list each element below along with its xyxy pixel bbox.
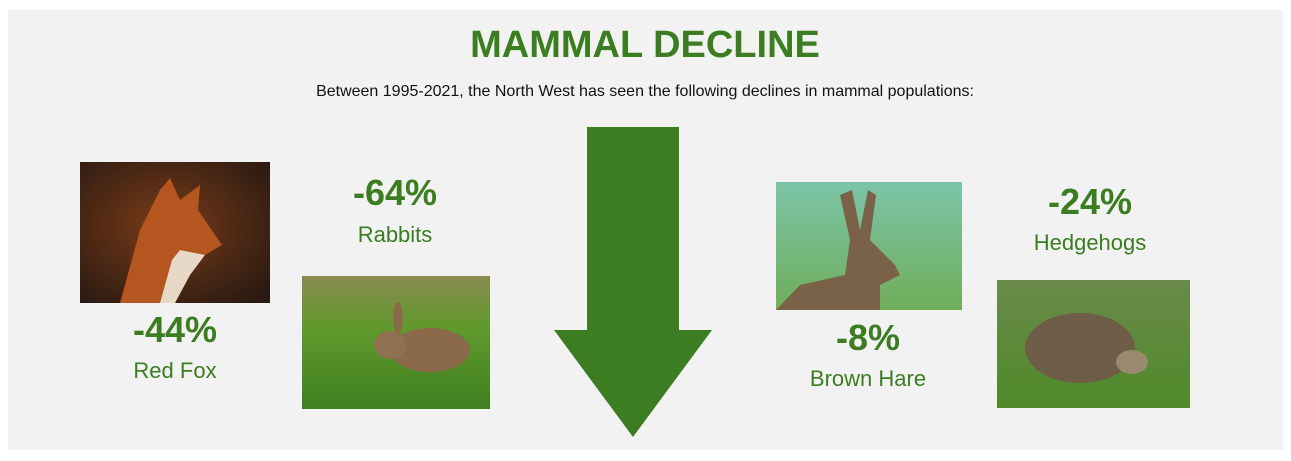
change-label: -24% bbox=[1048, 181, 1132, 222]
page: MAMMAL DECLINE Between 1995-2021, the No… bbox=[0, 0, 1291, 456]
rabbit-photo bbox=[302, 276, 490, 409]
hedgehog-photo bbox=[997, 280, 1190, 408]
animal-name: Hedgehogs bbox=[1034, 230, 1147, 255]
animal-name: Red Fox bbox=[133, 358, 216, 383]
animal-name: Rabbits bbox=[358, 222, 433, 247]
infographic: MAMMAL DECLINE Between 1995-2021, the No… bbox=[0, 0, 1291, 456]
hare-photo bbox=[776, 182, 962, 310]
change-label: -64% bbox=[353, 172, 437, 213]
title: MAMMAL DECLINE bbox=[470, 24, 820, 66]
animal-name: Brown Hare bbox=[810, 366, 926, 391]
subtitle: Between 1995-2021, the North West has se… bbox=[316, 83, 974, 100]
fox-photo bbox=[80, 162, 270, 303]
change-label: -44% bbox=[133, 309, 217, 350]
change-label: -8% bbox=[836, 317, 900, 358]
